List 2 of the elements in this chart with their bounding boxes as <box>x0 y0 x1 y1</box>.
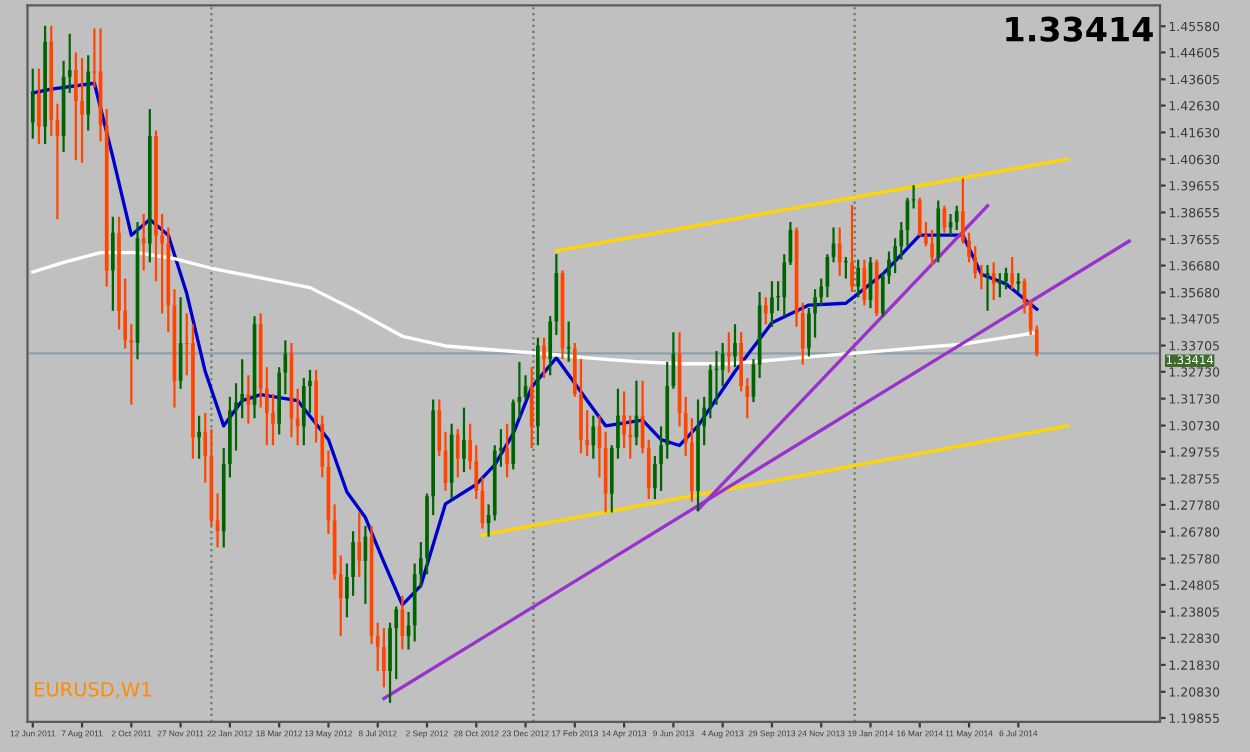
annotation: 1.33414 <box>1006 16 1153 42</box>
annotation: EURUSD,W1 <box>35 681 151 699</box>
